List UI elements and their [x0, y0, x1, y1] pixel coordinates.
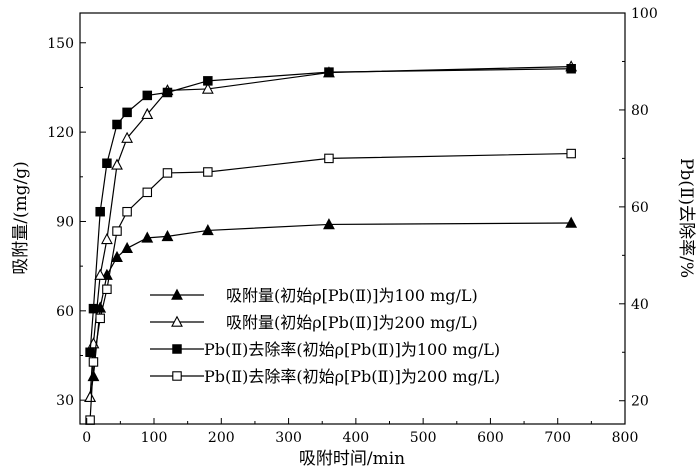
- x-tick-label: 400: [342, 430, 369, 446]
- data-point: [112, 226, 122, 236]
- data-point: [162, 168, 173, 178]
- data-point: [112, 119, 122, 130]
- data-point: [95, 313, 105, 324]
- series-layer: [84, 60, 578, 425]
- y-axis-left-label: 吸附量/(mg/g): [11, 161, 31, 275]
- x-tick-label: 700: [544, 430, 571, 446]
- legend-label: Pb(Ⅱ)去除率(初始ρ[Pb(Ⅱ)]为200 mg/L): [204, 367, 500, 386]
- y-left-tick-label: 30: [56, 393, 74, 409]
- data-point: [111, 250, 123, 262]
- data-point: [201, 82, 214, 94]
- data-point: [102, 158, 112, 168]
- data-point: [203, 76, 213, 86]
- data-point: [102, 284, 112, 295]
- y-right-tick-label: 20: [631, 394, 649, 410]
- ticks-layer: 0 100 200 300 400 500 600 700 800 30 60 90 120 150 20 4…: [47, 6, 657, 446]
- x-tick-label: 200: [208, 430, 235, 446]
- data-point: [162, 87, 173, 98]
- y-left-tick-label: 120: [47, 125, 74, 141]
- y-left-tick-label: 150: [47, 36, 74, 52]
- x-tick-label: 300: [275, 430, 302, 446]
- series-removal-100: [85, 63, 576, 358]
- y-right-tick-label: 100: [631, 6, 658, 22]
- x-tick-label: 500: [410, 430, 437, 446]
- axes-layer: [79, 12, 626, 425]
- data-point: [94, 268, 107, 280]
- legend-item-removal-100: Pb(Ⅱ)去除率(初始ρ[Pb(Ⅱ)]为100 mg/L): [150, 340, 500, 359]
- data-point: [121, 131, 134, 143]
- series-line: [89, 68, 572, 353]
- y-right-tick-label: 60: [631, 200, 649, 216]
- data-point: [84, 390, 97, 402]
- y-right-tick-label: 80: [631, 103, 649, 119]
- legend-label: Pb(Ⅱ)去除率(初始ρ[Pb(Ⅱ)]为100 mg/L): [204, 340, 500, 359]
- data-point: [111, 158, 123, 170]
- data-point: [141, 107, 154, 120]
- x-axis-label: 吸附时间/min: [299, 449, 405, 469]
- y-left-tick-label: 90: [56, 214, 74, 230]
- data-point: [324, 153, 334, 164]
- legend-marker: [171, 315, 183, 327]
- legend-item-adsorption-100: 吸附量(初始ρ[Pb(Ⅱ)]为100 mg/L): [150, 286, 478, 305]
- data-point: [161, 229, 174, 242]
- data-point: [141, 231, 154, 243]
- x-tick-label: 100: [141, 430, 168, 446]
- data-point: [88, 357, 99, 367]
- data-point: [122, 107, 132, 118]
- series-adsorption-100: [84, 216, 578, 402]
- data-point: [95, 206, 105, 217]
- data-point: [100, 232, 113, 245]
- data-point: [324, 67, 334, 77]
- legend-item-removal-200: Pb(Ⅱ)去除率(初始ρ[Pb(Ⅱ)]为200 mg/L): [150, 367, 500, 386]
- series-removal-200: [85, 148, 576, 425]
- legend-label: 吸附量(初始ρ[Pb(Ⅱ)]为100 mg/L): [226, 286, 478, 305]
- data-point: [122, 206, 132, 217]
- legend-item-adsorption-200: 吸附量(初始ρ[Pb(Ⅱ)]为200 mg/L): [150, 313, 478, 332]
- data-point: [142, 187, 153, 198]
- data-point: [323, 218, 335, 230]
- data-point: [121, 241, 134, 254]
- x-tick-label: 800: [612, 430, 639, 446]
- data-point: [566, 63, 576, 74]
- data-point: [87, 369, 100, 382]
- legend-marker: [171, 288, 183, 300]
- legend-marker: [172, 371, 182, 381]
- data-point: [203, 167, 213, 177]
- legend-marker: [172, 344, 182, 354]
- data-point: [566, 148, 576, 159]
- plot-frame: [79, 12, 626, 425]
- legend: 吸附量(初始ρ[Pb(Ⅱ)]为100 mg/L) 吸附量(初始ρ[Pb(Ⅱ)]为2…: [150, 286, 500, 386]
- y-axis-right-label: Pb(Ⅱ)去除率/%: [676, 158, 696, 278]
- data-point: [88, 303, 99, 314]
- x-tick-label: 600: [477, 430, 504, 446]
- data-point: [142, 90, 153, 101]
- x-tick-label: 0: [82, 430, 91, 446]
- legend-label: 吸附量(初始ρ[Pb(Ⅱ)]为200 mg/L): [226, 313, 478, 332]
- y-left-tick-label: 60: [56, 304, 74, 320]
- data-point: [565, 216, 578, 228]
- data-point: [201, 224, 214, 236]
- data-point: [85, 347, 95, 358]
- y-right-tick-label: 40: [631, 297, 649, 313]
